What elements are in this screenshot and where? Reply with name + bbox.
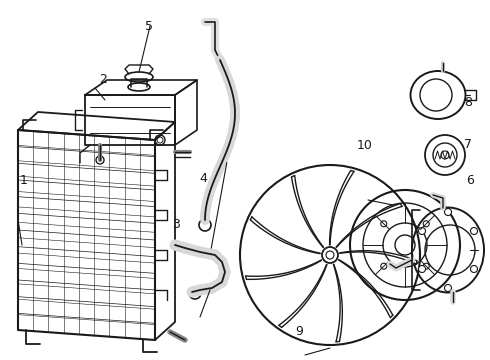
- Text: 9: 9: [295, 325, 303, 338]
- Text: 2: 2: [99, 73, 107, 86]
- Circle shape: [444, 208, 451, 216]
- Circle shape: [444, 284, 451, 292]
- Circle shape: [418, 228, 425, 234]
- Text: 3: 3: [172, 219, 180, 231]
- Text: 8: 8: [464, 96, 472, 109]
- Circle shape: [470, 228, 477, 234]
- Circle shape: [418, 266, 425, 273]
- Text: 4: 4: [199, 172, 207, 185]
- Text: 10: 10: [357, 139, 373, 152]
- Text: 1: 1: [20, 174, 27, 186]
- Text: 7: 7: [464, 138, 472, 150]
- Circle shape: [470, 266, 477, 273]
- Text: 6: 6: [466, 174, 474, 186]
- Text: 5: 5: [146, 21, 153, 33]
